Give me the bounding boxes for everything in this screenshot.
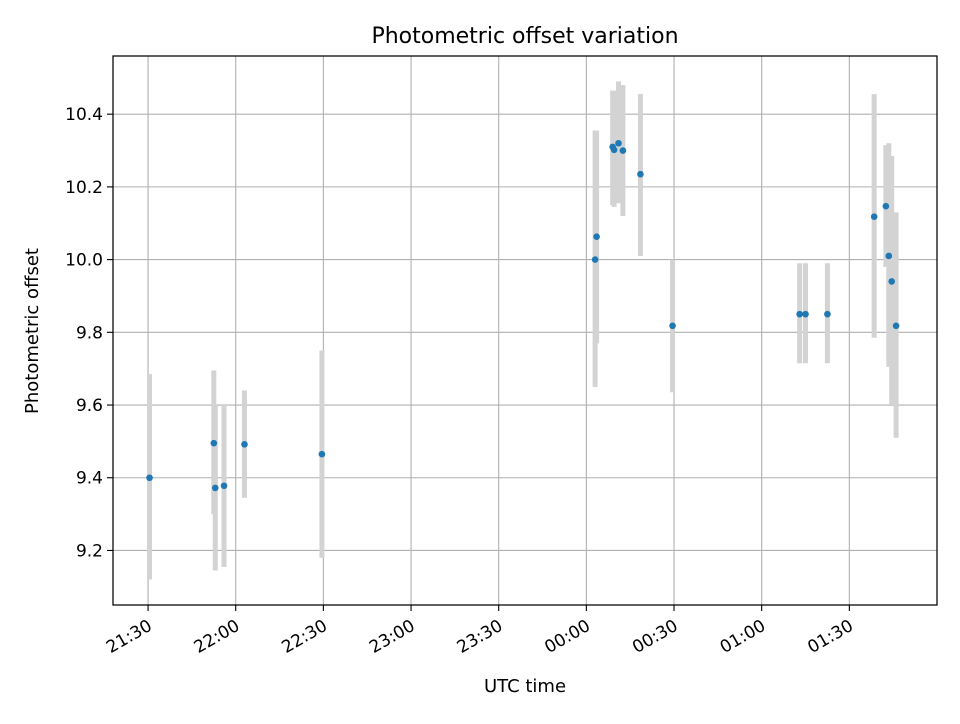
data-point (796, 310, 803, 318)
chart-title: Photometric offset variation (371, 24, 678, 49)
data-point (610, 146, 618, 154)
y-tick-label: 10.2 (65, 178, 103, 198)
data-point (593, 233, 600, 240)
y-tick-label: 9.4 (76, 469, 103, 489)
data-point (318, 450, 326, 458)
data-point (210, 439, 218, 447)
data-point (615, 139, 622, 147)
y-tick-label: 10.4 (65, 105, 103, 125)
y-tick-label: 9.6 (76, 396, 103, 416)
y-axis: 9.2 9.4 9.6 9.8 10.0 10.2 10.4 (65, 105, 113, 561)
data-point (669, 322, 676, 330)
data-point (892, 322, 900, 330)
data-point (637, 170, 644, 178)
data-point (888, 278, 896, 285)
data-point (885, 252, 893, 260)
data-point (146, 474, 153, 482)
data-point (802, 310, 809, 318)
data-point (882, 202, 890, 210)
data-point (619, 147, 627, 154)
data-points (146, 139, 900, 492)
y-axis-label: Photometric offset (22, 248, 43, 414)
y-tick-label: 10.0 (65, 251, 103, 271)
data-point (241, 440, 248, 448)
y-tick-label: 9.2 (76, 541, 103, 561)
y-tick-label: 9.8 (76, 323, 103, 343)
data-point (870, 213, 878, 221)
data-point (211, 484, 219, 492)
data-point (824, 310, 831, 318)
x-axis-label: UTC time (484, 676, 566, 697)
data-point (220, 482, 228, 490)
plot-frame (112, 55, 938, 606)
data-point (591, 256, 599, 263)
